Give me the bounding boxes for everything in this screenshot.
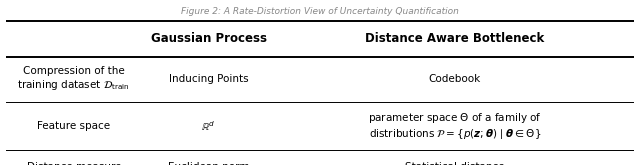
Text: parameter space $\Theta$ of a family of
distributions $\mathcal{P} = \{p(\boldsy: parameter space $\Theta$ of a family of … (368, 111, 541, 141)
Text: Figure 2: A Rate-Distortion View of Uncertainty Quantification: Figure 2: A Rate-Distortion View of Unce… (181, 6, 459, 16)
Text: Gaussian Process: Gaussian Process (150, 32, 267, 45)
Text: Feature space: Feature space (37, 121, 110, 131)
Text: Compression of the
training dataset $\mathcal{D}_{\mathrm{train}}$: Compression of the training dataset $\ma… (17, 66, 130, 92)
Text: Distance measure: Distance measure (27, 162, 121, 165)
Text: Statistical distance: Statistical distance (405, 162, 505, 165)
Text: $\mathbb{R}^d$: $\mathbb{R}^d$ (202, 119, 216, 133)
Text: Codebook: Codebook (429, 74, 481, 84)
Text: Distance Aware Bottleneck: Distance Aware Bottleneck (365, 32, 545, 45)
Text: Inducing Points: Inducing Points (169, 74, 248, 84)
Text: Euclidean norm: Euclidean norm (168, 162, 250, 165)
